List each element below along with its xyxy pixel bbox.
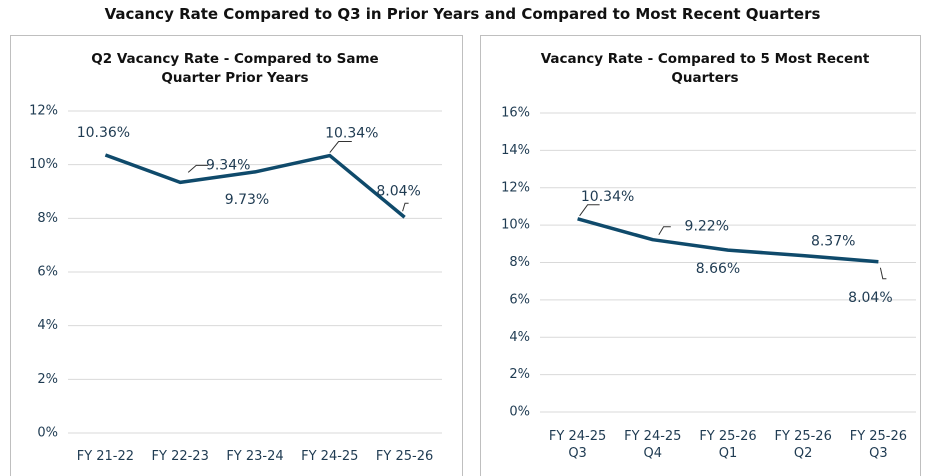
y-tick-label: 6% [509,292,530,307]
y-tick-label: 10% [29,157,58,172]
y-tick-label: 2% [37,372,58,387]
x-tick-label: FY 25-26 Q1 [699,429,757,461]
y-tick-label: 6% [37,265,58,280]
data-line [104,153,406,219]
data-label: 9.73% [225,192,269,208]
panel-frame [10,35,463,476]
y-tick-label: 4% [509,330,530,345]
y-tick-label: 12% [501,180,530,195]
data-label: 8.04% [848,290,892,306]
x-tick-label: FY 24-25 Q3 [548,429,607,461]
y-tick-label: 2% [509,367,530,382]
x-tick-label: FY 21-22 [76,449,135,464]
leader-line [579,204,600,217]
chart-title: Vacancy Rate - Compared to 5 Most Recent… [540,51,870,86]
data-label: 10.36% [77,125,130,141]
y-tick-label: 8% [509,255,530,270]
y-tick-label: 14% [501,143,530,158]
y-tick-label: 12% [29,104,58,119]
x-tick-label: FY 23-24 [226,449,284,464]
leader-line [879,267,887,280]
x-tick-label: FY 24-25 Q4 [624,429,682,461]
x-tick-label: FY 25-26 Q3 [849,429,908,461]
leader-line [187,164,209,173]
data-label: 10.34% [581,189,634,205]
y-tick-label: 0% [509,405,530,420]
x-tick-label: FY 25-26 [375,449,434,464]
leader-line [329,141,352,153]
data-label: 8.66% [696,261,740,277]
y-tick-label: 8% [37,211,58,226]
leader-line [658,226,671,235]
x-tick-label: FY 24-25 [301,449,359,464]
chart-title: Q2 Vacancy Rate - Compared to Same Quart… [91,51,379,86]
y-tick-label: 10% [501,218,530,233]
data-label: 8.37% [811,234,855,250]
page-title: Vacancy Rate Compared to Q3 in Prior Yea… [104,5,821,23]
x-tick-label: FY 25-26 Q2 [774,429,832,461]
data-label: 9.22% [685,219,729,235]
data-label: 8.04% [376,183,420,199]
data-line [577,217,879,264]
y-tick-label: 0% [37,426,58,441]
panel-frame [480,35,921,476]
data-label: 10.34% [325,126,378,142]
leader-line [402,202,409,212]
y-tick-label: 16% [501,106,530,121]
y-tick-label: 4% [37,318,58,333]
x-tick-label: FY 22-23 [151,449,209,464]
data-label: 9.34% [206,157,250,173]
